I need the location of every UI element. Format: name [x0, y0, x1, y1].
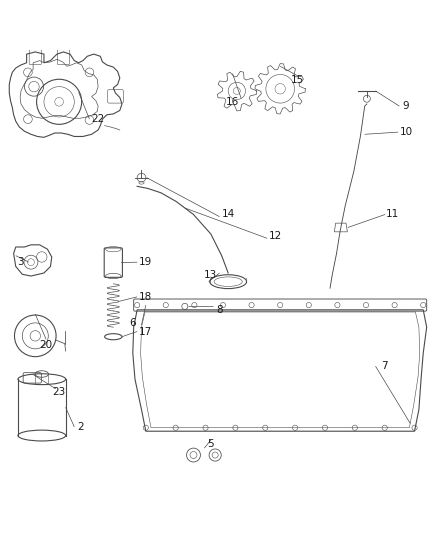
Text: 3: 3 [17, 257, 23, 267]
Text: 19: 19 [139, 257, 152, 267]
Text: 5: 5 [207, 439, 214, 449]
Text: 15: 15 [290, 75, 304, 85]
Text: 13: 13 [204, 270, 217, 280]
Text: 17: 17 [139, 327, 152, 336]
Text: 9: 9 [402, 101, 408, 111]
Text: 8: 8 [215, 305, 223, 315]
Text: 11: 11 [385, 209, 399, 220]
Text: 6: 6 [129, 318, 136, 328]
Text: 2: 2 [78, 422, 84, 432]
Text: 22: 22 [91, 114, 105, 124]
Text: 23: 23 [53, 387, 66, 397]
Text: 18: 18 [139, 292, 152, 302]
Text: 12: 12 [268, 231, 282, 241]
Text: 16: 16 [226, 97, 239, 107]
Text: 20: 20 [39, 340, 53, 350]
Text: 10: 10 [399, 127, 412, 137]
Text: 7: 7 [380, 361, 387, 371]
Text: 14: 14 [221, 209, 234, 220]
